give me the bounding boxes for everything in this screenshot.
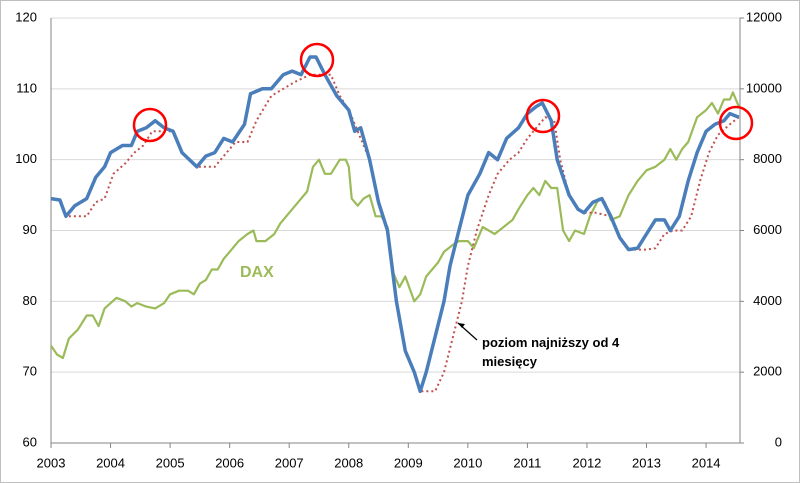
series-line xyxy=(50,55,740,394)
annotation-text: poziom najniższy od 4 miesięcy xyxy=(482,335,620,369)
x-tick-label: 2004 xyxy=(96,455,125,470)
y2-tick-label: 2000 xyxy=(753,364,782,379)
x-tick-label: 2008 xyxy=(334,455,363,470)
annotation-arrowhead xyxy=(458,323,465,328)
x-tick-label: 2011 xyxy=(513,455,541,470)
y2-tick-label: 8000 xyxy=(753,151,782,166)
highlight-circle xyxy=(299,42,335,78)
x-tick-label: 2010 xyxy=(453,455,482,470)
y-tick-label: 100 xyxy=(15,151,37,166)
y-tick-label: 120 xyxy=(15,9,37,24)
highlight-circle xyxy=(525,98,561,134)
y-tick-label: 110 xyxy=(16,80,37,95)
highlight-circle xyxy=(718,105,754,141)
x-tick-label: 2013 xyxy=(632,455,661,470)
y-tick-label: 90 xyxy=(23,222,37,237)
x-tick-label: 2009 xyxy=(394,455,423,470)
y2-tick-label: 6000 xyxy=(753,222,782,237)
x-tick-label: 2007 xyxy=(275,455,304,470)
y2-tick-label: 0 xyxy=(775,434,782,449)
y2-tick-label: 4000 xyxy=(753,293,782,308)
y-tick-label: 60 xyxy=(23,434,37,449)
y-tick-label: 80 xyxy=(23,293,37,308)
y2-tick-label: 12000 xyxy=(746,9,782,24)
highlight-circle xyxy=(132,107,168,143)
dax-label: DAX xyxy=(240,264,274,281)
x-tick-label: 2003 xyxy=(37,455,66,470)
x-tick-label: 2012 xyxy=(572,455,601,470)
x-tick-label: 2005 xyxy=(156,455,185,470)
y-tick-label: 70 xyxy=(23,364,37,379)
y2-tick-label: 10000 xyxy=(746,80,782,95)
x-tick-label: 2006 xyxy=(215,455,244,470)
x-tick-label: 2014 xyxy=(692,455,721,470)
